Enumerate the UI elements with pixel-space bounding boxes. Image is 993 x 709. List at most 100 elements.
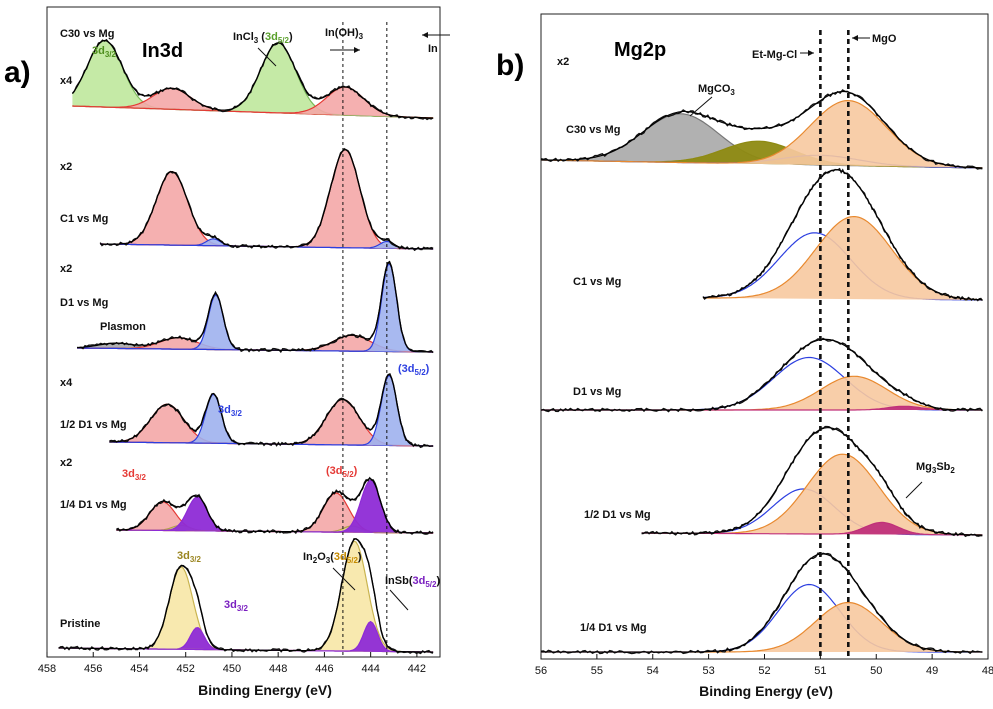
data-trace-b-4 [540,552,983,655]
xtick-label-b-7: 49 [926,665,938,677]
peak-b-3-1 [641,454,983,535]
a-multiplier-1: x2 [60,161,72,173]
in-arrowhead [422,32,428,38]
xtick-label-a-2: 454 [130,663,148,675]
envelope-a-2 [77,260,434,353]
peak-a-2-4 [77,263,434,352]
b-series-label-4: 1/4 D1 vs Mg [580,622,647,634]
blue-3d52-label: (3d5/2) [398,363,430,377]
peak-a-3-0 [109,404,434,446]
xtick-label-a-5: 448 [269,663,287,675]
a-series-label-4: 1/4 D1 vs Mg [60,499,127,511]
plasmon-annotation: Plasmon [100,321,146,333]
b-series-label-3: 1/2 D1 vs Mg [584,509,651,521]
a-series-label-0: C30 vs Mg [60,28,114,40]
red-3d52-label: (3d5/2) [326,465,358,479]
series-b-1 [702,167,983,302]
series-a-4 [116,476,434,535]
a-multiplier-2: x2 [60,263,72,275]
xtick-label-a-0: 458 [38,663,56,675]
a-multiplier-4: x2 [60,457,72,469]
peak-b-3-2 [641,522,983,535]
inoh-arrowhead [354,47,360,53]
envelope-b-1 [702,169,983,301]
xtick-label-a-7: 444 [361,663,379,675]
series-a-0 [71,38,434,121]
xtick-label-a-6: 446 [315,663,333,675]
peak-b-0-0 [541,113,983,168]
blue-3d32-label: 3d3/2 [218,404,243,418]
panel-a-frame [46,6,441,658]
peak-line-b-2-0 [541,356,983,411]
peak-b-0-3 [541,100,983,168]
envelope-a-5 [58,538,434,653]
mg3sb2-arrow [905,481,923,499]
series-b-3 [641,425,983,538]
etmgcl-arrowhead [808,50,814,56]
series-b-4 [540,552,983,655]
peak-a-3-2 [109,399,434,446]
peak-a-5-2 [58,541,434,652]
envelope-b-4 [541,553,983,653]
peak-a-2-3 [77,335,434,352]
xtick-label-b-0: 56 [535,665,547,677]
b-series-label-0: C30 vs Mg [566,124,620,136]
envelope-a-4 [116,478,434,534]
peak-a-4-5 [116,480,434,533]
series-b-2 [540,337,983,413]
xtick-label-a-8: 442 [408,663,426,675]
peak-a-0-1 [72,88,434,118]
a-series-label-3: 1/2 D1 vs Mg [60,419,127,431]
incl3-annotation: InCl3 (3d5/2) [233,31,293,45]
panel-b-title: Mg2p [614,39,666,61]
mg3sb2-annotation: Mg3Sb2 [916,461,955,475]
envelope-a-3 [109,374,434,447]
panel-a: 458 456 454 452 450 448 446 444 442 In3d Binding… [38,6,450,698]
series-a-2 [77,260,434,354]
a-multiplier-0: x4 [60,75,73,87]
peak-a-1-0 [100,171,434,249]
envelope-a-1 [100,149,434,250]
xtick-label-b-2: 54 [647,665,659,677]
series-b-0 [540,89,983,170]
mgo-arrowhead [852,35,858,41]
xtick-label-a-4: 450 [223,663,241,675]
panel-b-frame [540,13,989,660]
mgco3-annotation: MgCO3 [698,83,735,97]
b-series-label-2: D1 vs Mg [573,386,621,398]
xtick-label-b-1: 55 [591,665,603,677]
inoh-annotation: In(OH)3 [325,27,364,41]
insb-annotation: InSb(3d5/2) [385,575,440,589]
peak-a-1-2 [100,149,434,249]
in2o3-arrow [332,567,356,591]
mgco3-arrow [689,96,713,117]
peak-b-2-1 [541,376,983,410]
panel-a-label: a) [4,56,31,89]
panel-a-title: In3d [142,40,183,62]
incl3-arrow [257,47,277,67]
xtick-label-b-3: 53 [703,665,715,677]
xtick-label-b-6: 50 [870,665,882,677]
peak-a-4-2 [116,497,434,533]
data-trace-b-1 [702,167,983,302]
a-series-label-1: C1 vs Mg [60,213,108,225]
peak-a-0-2 [72,42,434,118]
envelope-a-0 [71,39,434,119]
a-multiplier-3: x4 [60,377,73,389]
envelope-b-3 [641,427,983,536]
purple-3d32-label: 3d3/2 [224,599,249,613]
xtick-label-a-3: 452 [177,663,195,675]
peak-b-0-1 [541,141,983,168]
peak-b-1-1 [703,216,983,300]
b-series-label-1: C1 vs Mg [573,276,621,288]
xtick-label-b-4: 52 [758,665,770,677]
in2o3-annotation: In2O3(3d5/2) [303,551,362,565]
panel-b-label: b) [496,49,524,82]
series-a-3 [109,372,434,449]
series-a-1 [99,147,434,252]
in-annotation: In [428,43,438,55]
panel-b-xlabel: Binding Energy (eV) [699,683,833,699]
etmgcl-annotation: Et-Mg-Cl [752,49,797,61]
envelope-b-0 [540,90,983,169]
